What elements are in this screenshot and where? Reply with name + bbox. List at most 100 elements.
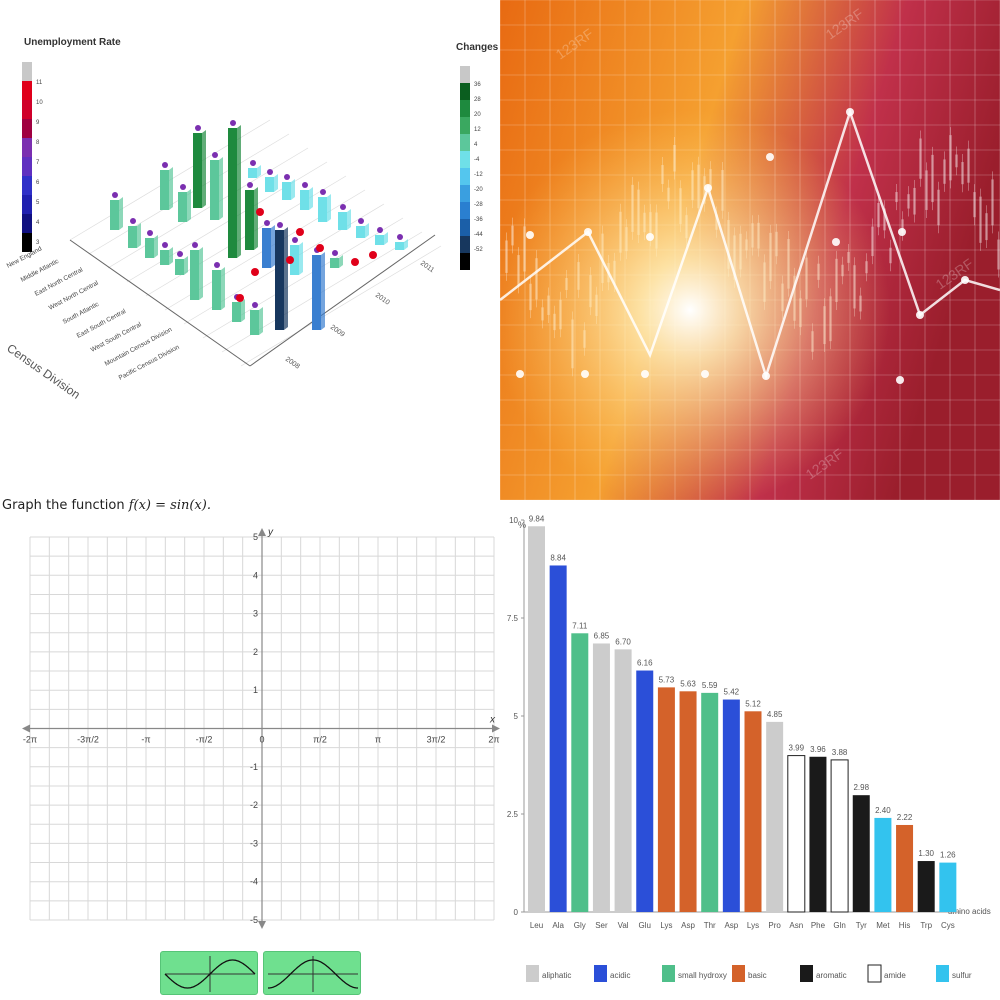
bar-3d xyxy=(356,218,369,238)
x-tick-label: -π xyxy=(141,735,150,745)
bar-front xyxy=(250,310,259,335)
legend-label: small hydroxy xyxy=(678,971,727,980)
bar-pro xyxy=(766,721,784,912)
line-point xyxy=(846,108,854,116)
left-colorbar-segment xyxy=(22,214,32,233)
bar-side xyxy=(169,247,173,265)
legend-label: basic xyxy=(748,971,767,980)
bar-side xyxy=(202,130,206,208)
bar-value-label: 5.12 xyxy=(745,699,761,708)
legend-swatch xyxy=(662,965,675,982)
left-colorbar-segment xyxy=(22,157,32,176)
left-colorbar-tick: 3 xyxy=(36,240,40,246)
line-point xyxy=(896,376,904,384)
legend-label: amide xyxy=(884,971,906,980)
bar-front xyxy=(265,177,274,192)
bar-side xyxy=(365,223,369,238)
year-label: 2008 xyxy=(284,356,301,371)
right-colorbar-tick: -44 xyxy=(474,232,483,238)
bar-front xyxy=(160,250,169,265)
bar-marker xyxy=(250,160,256,166)
answer-option-sin-button[interactable] xyxy=(160,951,258,995)
axes xyxy=(22,528,500,929)
y-tick-label: 2 xyxy=(253,647,258,657)
bar-side xyxy=(347,209,351,230)
y-axis-arrow-up xyxy=(258,528,266,536)
bar-value-label: 5.73 xyxy=(659,675,675,684)
left-colorbar-tick: 9 xyxy=(36,120,40,126)
x-axis-arrow-right xyxy=(492,724,500,733)
bar-3d xyxy=(275,222,288,330)
bar-side xyxy=(137,223,141,248)
bar-3d xyxy=(330,250,343,268)
red-marker xyxy=(316,244,324,252)
right-colorbar-tick: -52 xyxy=(474,247,483,253)
floor-gridline xyxy=(107,147,309,269)
bar-marker xyxy=(130,218,136,224)
light-glow xyxy=(500,0,1000,500)
coordinate-grid[interactable]: -2π -3π/2 -π -π/2 0 π/2 π 3π/2 2π 5 4 3 2 1 -1 -2 -3 -4 -… xyxy=(0,520,500,960)
y-tick-labels: 5 4 3 2 1 -1 -2 -3 -4 -5 xyxy=(250,532,258,925)
sin-wave-icon xyxy=(164,956,256,992)
line-point xyxy=(581,370,589,378)
bar-front xyxy=(275,230,284,330)
bar-front xyxy=(210,160,219,220)
panel-amino-acid-chart: % amino acids 0 2.5 5 7.5 10 9.84 Leu 8.84 Ala 7… xyxy=(500,500,1000,1000)
bar-marker xyxy=(147,230,153,236)
y-tick-label: 5 xyxy=(253,532,258,542)
bar-3d xyxy=(248,160,261,178)
right-colorbar-tick: 4 xyxy=(474,142,478,148)
bar-side xyxy=(254,187,258,250)
division-label: South Atlantic xyxy=(62,301,101,326)
right-colorbar-tick: -28 xyxy=(474,202,483,208)
bar-marker xyxy=(264,220,270,226)
bar-marker xyxy=(277,222,283,228)
bar-glu xyxy=(636,670,654,912)
legend: aliphatic acidic small hydroxy basic aromati… xyxy=(526,964,972,983)
bar-value-label: 1.30 xyxy=(918,849,934,858)
bar-front xyxy=(110,200,119,230)
bar-3d xyxy=(265,169,278,192)
bar-value-label: 2.98 xyxy=(853,783,869,792)
bar-side xyxy=(271,225,275,268)
red-marker xyxy=(351,258,359,266)
bar-his xyxy=(896,824,914,912)
bar-side xyxy=(219,157,223,220)
bar-side xyxy=(257,165,261,178)
x-tick-label: π/2 xyxy=(313,735,327,745)
bar-leu xyxy=(528,526,545,912)
bar-value-label: 3.99 xyxy=(789,744,805,753)
bar-front xyxy=(300,190,309,210)
bar-asp xyxy=(679,691,697,912)
bar-group xyxy=(110,120,408,335)
bar-3d xyxy=(375,227,388,245)
bar-marker xyxy=(247,182,253,188)
red-marker xyxy=(251,268,259,276)
y-tick-label: 5 xyxy=(514,712,519,721)
bar-marker xyxy=(377,227,383,233)
bar-value-label: 9.84 xyxy=(529,514,545,523)
bar-gly xyxy=(571,633,589,912)
left-colorbar-segment xyxy=(22,176,32,195)
answer-option-cos-button[interactable] xyxy=(263,951,361,995)
category-label: Tyr xyxy=(856,921,867,930)
bar-3d xyxy=(318,189,331,222)
floor-gridline xyxy=(240,245,442,367)
bar-value-label: 3.96 xyxy=(810,745,826,754)
bar-value-label: 4.85 xyxy=(767,710,783,719)
right-colorbar-segment xyxy=(460,219,470,236)
right-colorbar-segment xyxy=(460,100,470,117)
bar-3d xyxy=(160,162,173,210)
bar-marker xyxy=(320,189,326,195)
left-colorbar-tick: 6 xyxy=(36,180,40,186)
finance-background-image: 123RF 123RF 123RF 123RF xyxy=(500,0,1000,500)
category-label: Pro xyxy=(768,921,781,930)
right-colorbar-tick: 20 xyxy=(474,112,481,118)
prompt-function: f(x) = sin(x). xyxy=(128,498,211,513)
line-point xyxy=(641,370,649,378)
line-point xyxy=(646,233,654,241)
bar-3d xyxy=(145,230,158,258)
y-tick-label: 2.5 xyxy=(507,810,519,819)
y-axis-label: % xyxy=(518,520,526,530)
bar-front xyxy=(318,197,327,222)
